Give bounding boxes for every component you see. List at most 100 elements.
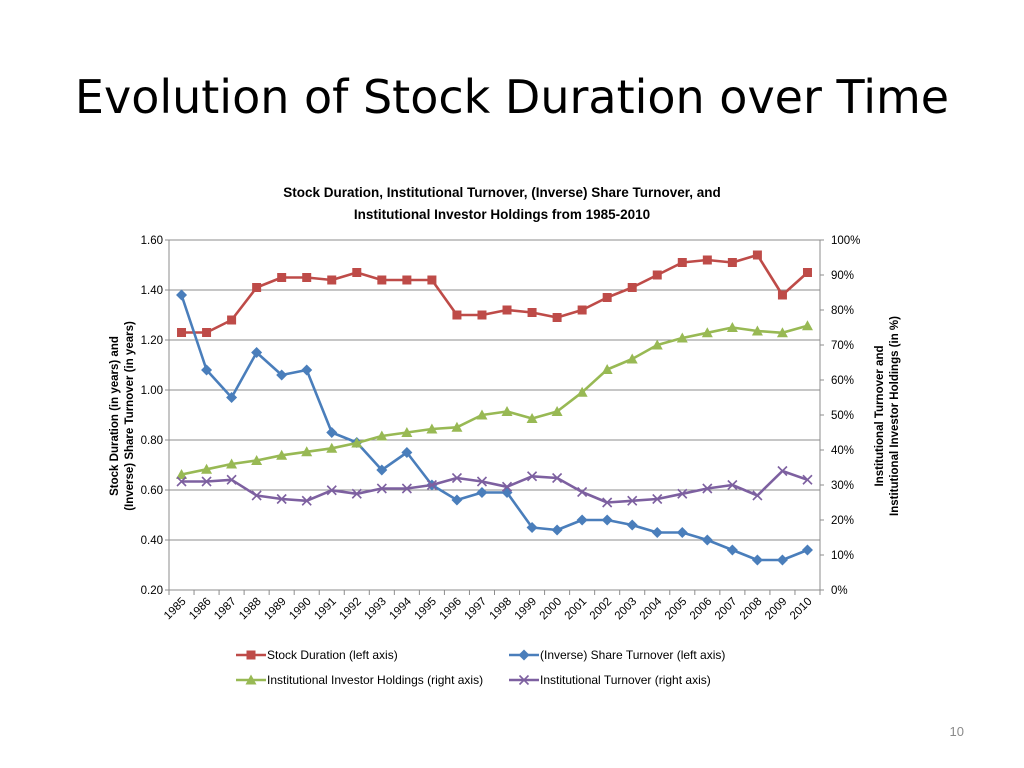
data-point-x-stroke: [727, 479, 738, 491]
data-point-x-stroke: [476, 476, 488, 487]
data-point-x: [501, 481, 513, 492]
x-axis-ticks: 1985198619871988198919901991199219931994…: [162, 595, 815, 622]
right-tick-label: 80%: [831, 305, 854, 317]
x-tick-label: 1991: [312, 596, 339, 623]
data-point-triangle: [476, 409, 488, 420]
x-tick-label: 2000: [538, 596, 565, 623]
data-point-square: [552, 313, 562, 322]
data-point-triangle: [776, 327, 788, 338]
data-point-x: [201, 476, 212, 487]
data-point-diamond: [676, 527, 688, 538]
data-point-diamond: [476, 487, 488, 498]
data-point-x: [226, 474, 237, 485]
data-point-x-stroke: [602, 497, 613, 508]
data-point-x-stroke: [501, 481, 513, 492]
gridlines: [169, 239, 820, 591]
data-point-square: [602, 293, 612, 302]
data-point-diamond: [726, 544, 738, 556]
data-point-triangle: [501, 406, 513, 416]
x-tick-label: 1994: [387, 595, 414, 622]
data-point-triangle: [376, 430, 388, 441]
data-point-diamond: [401, 447, 413, 458]
data-point-triangle: [551, 406, 563, 416]
right-axis-title-line-1: Institutional Turnover and: [874, 346, 886, 487]
data-point-x-stroke: [201, 476, 212, 487]
data-point-x: [552, 472, 563, 484]
data-point-diamond: [301, 364, 313, 376]
data-point-x: [702, 483, 713, 494]
data-point-square: [577, 305, 587, 315]
data-point-diamond: [376, 464, 388, 476]
data-point-triangle: [801, 320, 813, 331]
x-tick-label: 1995: [412, 596, 439, 623]
data-point-diamond: [326, 427, 338, 438]
data-point-x-stroke: [702, 483, 713, 494]
axes: [165, 239, 824, 595]
data-point-x: [176, 476, 187, 487]
left-tick-label: 1.20: [141, 335, 163, 347]
data-point-square: [752, 250, 762, 260]
data-point-diamond: [201, 364, 213, 376]
data-point-diamond: [526, 522, 538, 533]
data-point-diamond: [701, 534, 713, 546]
left-tick-label: 1.00: [141, 385, 163, 397]
data-point-x-stroke: [518, 674, 530, 686]
data-point-diamond: [518, 649, 530, 661]
data-point-x: [802, 474, 813, 485]
data-point-square: [402, 275, 412, 285]
data-point-x-stroke: [802, 474, 813, 485]
data-point-x: [677, 488, 688, 499]
data-point-diamond: [451, 494, 463, 506]
data-point-triangle: [326, 442, 338, 453]
data-point-triangle: [626, 353, 638, 364]
data-point-diamond: [751, 554, 763, 566]
left-axis-title-line-1: Stock Duration (in years) and: [109, 336, 121, 496]
data-point-triangle: [726, 322, 738, 332]
data-point-x: [777, 465, 788, 477]
data-point-square: [627, 283, 637, 292]
x-tick-label: 2009: [763, 596, 790, 623]
data-point-x: [326, 485, 337, 496]
data-point-x-stroke: [176, 476, 187, 487]
data-point-x: [652, 493, 663, 505]
data-point-x: [727, 479, 738, 491]
data-point-triangle: [351, 437, 363, 448]
data-point-square: [327, 275, 337, 285]
right-tick-label: 90%: [831, 270, 854, 282]
x-tick-label: 2010: [788, 596, 815, 623]
data-point-x-stroke: [451, 472, 463, 484]
data-point-square: [727, 258, 737, 267]
data-point-triangle: [576, 386, 588, 397]
data-point-triangle: [701, 327, 713, 338]
x-tick-label: 1997: [463, 596, 490, 623]
right-axis-ticks: 0% 10% 20% 30% 40% 50% 60% 70% 80% 90% 100%: [831, 235, 860, 597]
left-axis-title: Stock Duration (in years) and (Inverse) …: [109, 321, 136, 511]
series-0: [177, 250, 812, 337]
data-point-triangle: [251, 455, 263, 465]
data-point-triangle: [651, 339, 663, 350]
data-point-triangle: [751, 325, 763, 336]
x-tick-label: 2007: [713, 596, 740, 623]
data-point-x: [526, 471, 538, 482]
x-tick-label: 2002: [588, 596, 615, 623]
legend-label: Institutional Turnover (right axis): [540, 673, 711, 687]
legend: Stock Duration (left axis) (Inverse) Shar…: [236, 648, 725, 687]
slide-title: Evolution of Stock Duration over Time: [74, 70, 950, 124]
data-point-square: [302, 273, 312, 282]
series-line: [180, 294, 808, 562]
x-tick-label: 1999: [513, 596, 540, 623]
data-point-x-stroke: [677, 488, 688, 499]
legend-item: (Inverse) Share Turnover (left axis): [509, 648, 725, 662]
legend-item: Stock Duration (left axis): [236, 648, 398, 662]
right-tick-label: 100%: [831, 235, 860, 247]
data-point-x-stroke: [376, 483, 387, 494]
x-tick-label: 1998: [488, 596, 515, 623]
data-point-x-stroke: [552, 472, 563, 484]
data-point-x: [476, 476, 488, 487]
right-tick-label: 60%: [831, 375, 854, 387]
data-point-triangle: [401, 427, 413, 437]
data-point-triangle: [526, 413, 538, 423]
right-axis-title-line-2: Institutional Investor Holdings (in %): [889, 316, 901, 516]
left-axis-ticks: 0.20 0.40 0.60 0.80 1.00 1.20 1.40 1.60: [141, 235, 163, 597]
data-point-square: [277, 273, 287, 282]
